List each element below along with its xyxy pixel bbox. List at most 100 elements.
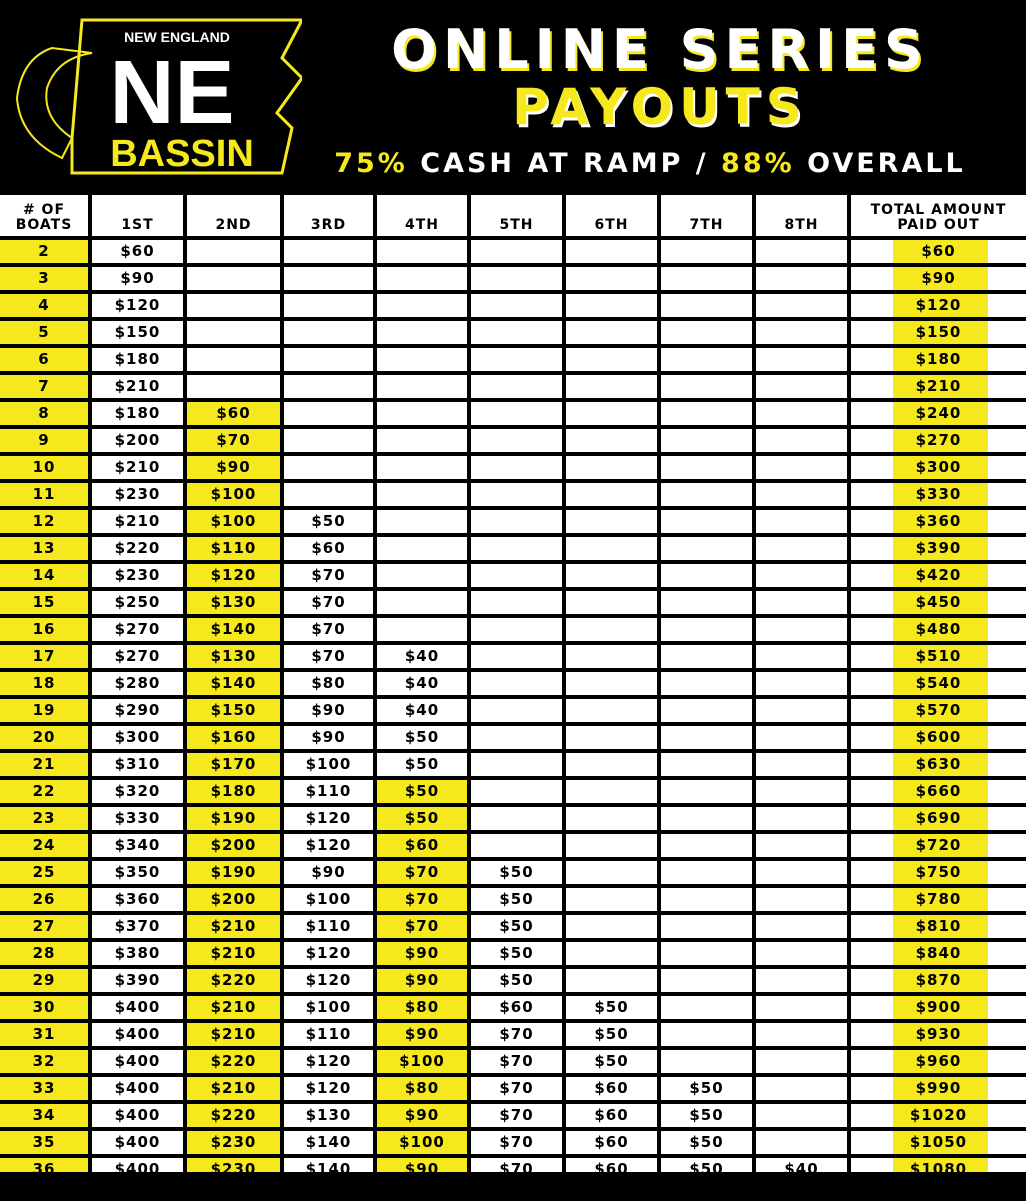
payout-cell [657, 884, 756, 915]
payout-cell: $280 [88, 668, 187, 699]
payout-cell [280, 344, 377, 375]
payout-cell [657, 911, 756, 942]
payout-cell: $130 [183, 641, 284, 672]
table-row: 8 $180 $60 $240 [0, 398, 1026, 429]
payout-cell [467, 452, 566, 483]
table-row: 33 $400 $210 $120 $80 $70 $60 $50 $990 [0, 1073, 1026, 1104]
payout-cell [562, 587, 661, 618]
payout-cell: $210 [183, 938, 284, 969]
boats-cell: 2 [0, 236, 92, 267]
logo-ne: NE [109, 43, 234, 143]
payout-cell [657, 776, 756, 807]
payout-cell: $170 [183, 749, 284, 780]
payout-cell [183, 344, 284, 375]
payout-cell: $50 [373, 749, 471, 780]
payout-cell [467, 641, 566, 672]
payout-cell: $50 [562, 1019, 661, 1050]
table-row: 3 $90 $90 [0, 263, 1026, 294]
total-cell: $300 [847, 452, 1026, 483]
payout-cell [280, 371, 377, 402]
table-row: 27 $370 $210 $110 $70 $50 $810 [0, 911, 1026, 942]
payout-cell: $350 [88, 857, 187, 888]
payout-cell [562, 695, 661, 726]
overall-percent: 88% [721, 148, 795, 179]
column-header: # OF BOATS [0, 191, 92, 240]
payout-cell [752, 722, 851, 753]
payout-cell: $130 [280, 1100, 377, 1131]
column-header: 4TH [373, 191, 471, 240]
payout-cell: $210 [88, 506, 187, 537]
payout-cell [183, 236, 284, 267]
payout-cell [562, 263, 661, 294]
total-cell: $930 [847, 1019, 1026, 1050]
payout-cell: $40 [373, 641, 471, 672]
payout-cell: $120 [183, 560, 284, 591]
payout-cell [657, 533, 756, 564]
payout-cell: $100 [373, 1046, 471, 1077]
payout-cell [467, 830, 566, 861]
payout-cell [752, 1073, 851, 1104]
payout-cell: $70 [467, 1073, 566, 1104]
payout-cell [657, 830, 756, 861]
payout-cell: $210 [183, 1019, 284, 1050]
payout-cell [657, 749, 756, 780]
payout-cell [373, 560, 471, 591]
payout-cell [752, 614, 851, 645]
total-cell: $60 [847, 236, 1026, 267]
payout-cell [183, 263, 284, 294]
payout-cell [280, 398, 377, 429]
total-cell: $180 [847, 344, 1026, 375]
boats-cell: 32 [0, 1046, 92, 1077]
payout-cell [373, 479, 471, 510]
payout-cell: $120 [280, 965, 377, 996]
payout-cell: $60 [562, 1127, 661, 1158]
total-cell: $990 [847, 1073, 1026, 1104]
boats-cell: 33 [0, 1073, 92, 1104]
boats-cell: 30 [0, 992, 92, 1023]
payout-cell [373, 263, 471, 294]
payout-cell [467, 722, 566, 753]
payout-cell [657, 560, 756, 591]
payout-cell [657, 668, 756, 699]
table-row: 4 $120 $120 [0, 290, 1026, 321]
payout-cell: $220 [88, 533, 187, 564]
total-cell: $120 [847, 290, 1026, 321]
payout-cell: $70 [373, 857, 471, 888]
table-row: 21 $310 $170 $100 $50 $630 [0, 749, 1026, 780]
payout-cell: $270 [88, 614, 187, 645]
payout-cell [373, 398, 471, 429]
payout-cell: $50 [562, 992, 661, 1023]
payout-cell [280, 236, 377, 267]
payout-cell [467, 263, 566, 294]
payout-cell: $300 [88, 722, 187, 753]
payout-cell: $120 [88, 290, 187, 321]
payout-cell [373, 452, 471, 483]
payout-cell [562, 911, 661, 942]
payout-cell [657, 506, 756, 537]
total-cell: $780 [847, 884, 1026, 915]
boats-cell: 8 [0, 398, 92, 429]
payout-cell: $60 [88, 236, 187, 267]
payout-cell: $110 [280, 776, 377, 807]
column-header: 6TH [562, 191, 661, 240]
table-row: 30 $400 $210 $100 $80 $60 $50 $900 [0, 992, 1026, 1023]
payout-cell: $50 [467, 938, 566, 969]
payout-cell: $400 [88, 1019, 187, 1050]
payout-cell [373, 236, 471, 267]
total-cell: $570 [847, 695, 1026, 726]
payout-cell: $400 [88, 1100, 187, 1131]
boats-cell: 20 [0, 722, 92, 753]
boats-cell: 11 [0, 479, 92, 510]
payout-cell [467, 668, 566, 699]
payout-cell [752, 290, 851, 321]
column-header: 3RD [280, 191, 377, 240]
payout-cell [562, 452, 661, 483]
payout-cell: $120 [280, 1073, 377, 1104]
payout-table: # OF BOATS 1ST 2ND 3RD 4TH 5TH 6TH 7TH 8TH TOTAL … [0, 191, 1026, 1185]
table-row: 7 $210 $210 [0, 371, 1026, 402]
payout-cell [467, 587, 566, 618]
payout-cell: $70 [280, 641, 377, 672]
payout-cell [562, 884, 661, 915]
boats-cell: 24 [0, 830, 92, 861]
payout-cell: $50 [373, 803, 471, 834]
